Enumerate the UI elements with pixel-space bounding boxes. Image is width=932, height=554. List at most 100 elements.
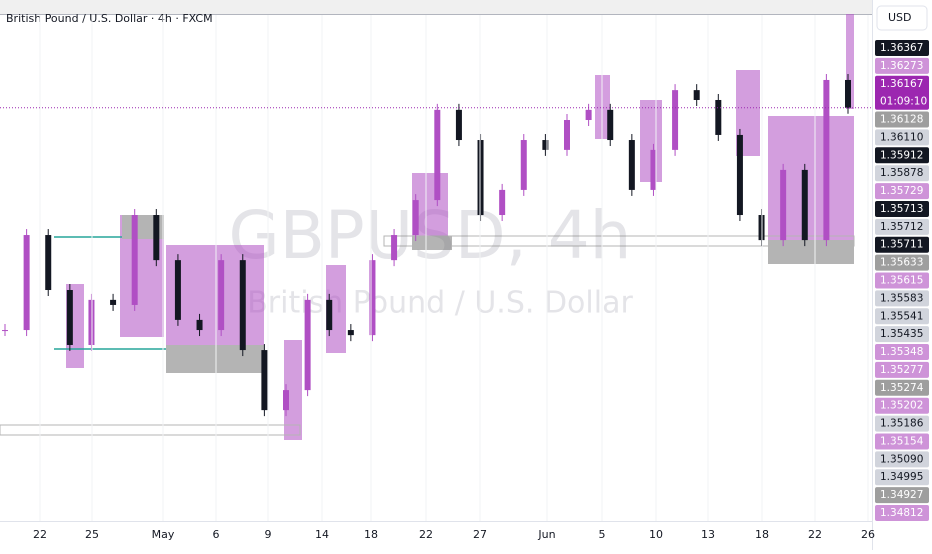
price-label: 1.35711 <box>880 239 923 251</box>
countdown: 01:09:10 <box>880 96 927 108</box>
price-label-bg <box>875 451 929 468</box>
price-label-bg <box>875 379 929 396</box>
candle-body <box>369 260 376 336</box>
top-bar <box>0 0 872 14</box>
candle-body <box>391 235 398 261</box>
time-label: 18 <box>755 528 769 541</box>
price-label-bg <box>875 290 929 307</box>
time-label: Jun <box>537 528 555 541</box>
zone <box>383 235 855 247</box>
price-label: 1.35541 <box>880 310 923 322</box>
price-label-bg <box>875 183 929 200</box>
price-label-bg <box>875 236 929 253</box>
candle-body <box>650 149 657 190</box>
price-label: 1.35348 <box>880 346 923 358</box>
candle-body <box>304 299 311 391</box>
price-label: 1.35435 <box>880 328 923 340</box>
candle-body <box>845 79 851 108</box>
price-label: 1.35090 <box>880 453 923 465</box>
price-label-bg <box>875 129 929 146</box>
price-label: 1.34812 <box>880 507 923 519</box>
currency-button[interactable] <box>876 5 928 31</box>
candle-body <box>520 140 527 190</box>
time-label: 22 <box>808 528 822 541</box>
time-label: 18 <box>364 528 378 541</box>
candle-body <box>499 189 506 216</box>
zone <box>412 236 452 250</box>
time-label: 26 <box>861 528 875 541</box>
candle-body <box>628 140 635 190</box>
candle-body <box>23 235 30 331</box>
candle-body <box>110 299 117 305</box>
time-label: 9 <box>265 528 272 541</box>
candle-body <box>196 319 203 331</box>
price-label: 1.36367 <box>880 42 923 54</box>
zone <box>284 340 302 440</box>
candle-body <box>607 109 614 141</box>
candle-body <box>672 90 679 150</box>
zone <box>0 424 301 436</box>
candle-body <box>693 90 700 100</box>
time-label: 22 <box>33 528 47 541</box>
candle-body <box>45 235 52 291</box>
time-label: May <box>152 528 175 541</box>
candle-body <box>153 215 160 261</box>
price-label: 1.35583 <box>880 292 923 304</box>
price-axis: 1.36367 1.36273 1.36167 01:09:10 1.36128 1.36… <box>875 40 929 521</box>
candle-body <box>780 169 787 241</box>
candle-body <box>261 350 268 411</box>
zone <box>166 345 264 373</box>
price-label-bg <box>875 272 929 289</box>
price-label-bg <box>875 505 929 521</box>
candle-body <box>585 109 592 121</box>
zones <box>0 14 855 440</box>
price-label-bg <box>875 433 929 450</box>
candle-body <box>2 330 8 332</box>
candle-body <box>239 260 246 351</box>
price-label-bg <box>875 326 929 343</box>
price-label-bg <box>875 200 929 217</box>
symbol-title: British Pound / U.S. Dollar · 4h · FXCM <box>6 12 213 25</box>
price-label-bg <box>875 361 929 378</box>
price-label-bg <box>875 415 929 432</box>
price-label-bg <box>875 75 929 110</box>
currency-label: USD <box>888 11 912 24</box>
price-label-bg <box>875 469 929 486</box>
price-label-bg <box>875 147 929 164</box>
price-label: 1.36167 <box>880 78 923 90</box>
price-label: 1.35154 <box>880 435 924 447</box>
zone <box>326 265 346 353</box>
candle-body <box>66 290 73 345</box>
time-label: 14 <box>315 528 329 541</box>
candle-body <box>347 330 354 336</box>
price-label: 1.35878 <box>880 167 923 179</box>
price-label-bg <box>875 165 929 182</box>
price-label: 1.36273 <box>880 60 923 72</box>
price-label: 1.34995 <box>880 471 923 483</box>
candle-body <box>412 200 419 236</box>
candle-body <box>715 99 722 135</box>
candle-body <box>131 215 138 305</box>
price-label: 1.35615 <box>880 275 923 287</box>
candle-body <box>174 260 181 320</box>
time-label: 25 <box>85 528 99 541</box>
price-label-bg <box>875 308 929 325</box>
price-label: 1.34927 <box>880 489 923 501</box>
price-label-bg <box>875 344 929 361</box>
price-label-bg <box>875 111 929 128</box>
price-label: 1.35202 <box>880 400 923 412</box>
candle-body <box>326 299 333 331</box>
price-label-bg <box>875 57 929 74</box>
candle-body <box>542 140 549 150</box>
time-label: 6 <box>213 528 220 541</box>
time-label: 13 <box>701 528 715 541</box>
price-label: 1.36110 <box>880 131 923 143</box>
zone <box>846 14 854 109</box>
time-label: 27 <box>473 528 487 541</box>
price-label: 1.35633 <box>880 257 923 269</box>
candle-body <box>283 390 289 411</box>
watermark-name: British Pound / U.S. Dollar <box>247 286 633 321</box>
price-label: 1.35729 <box>880 185 923 197</box>
candle-body <box>801 169 808 241</box>
price-label: 1.35277 <box>880 364 923 376</box>
